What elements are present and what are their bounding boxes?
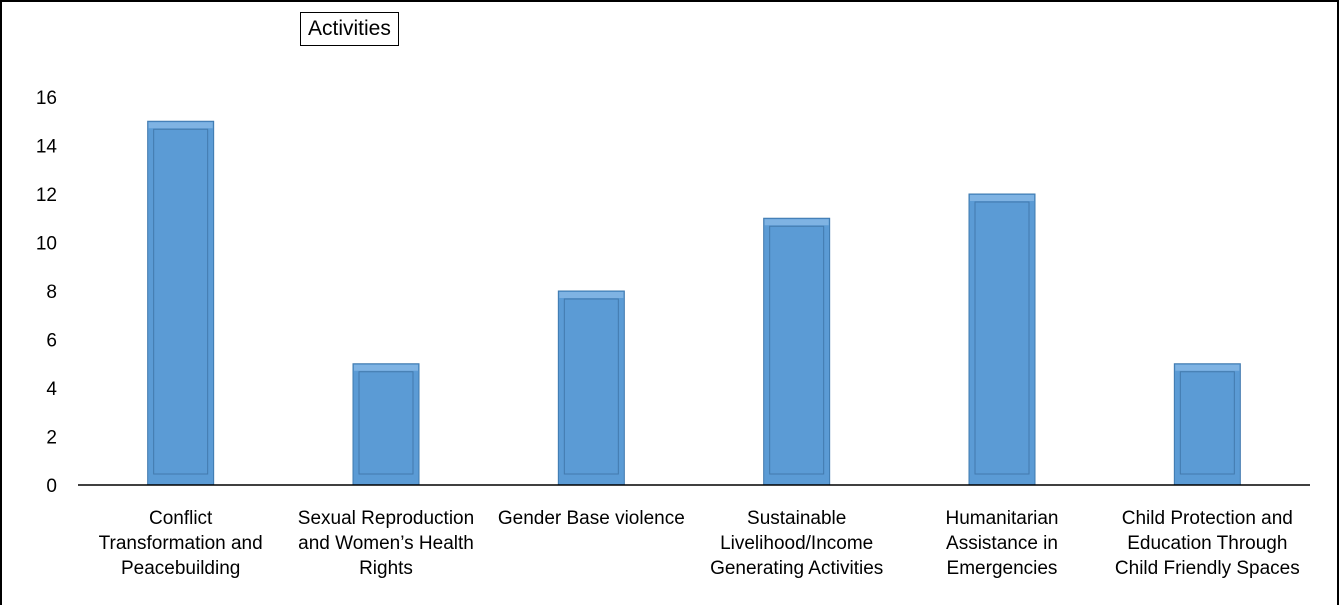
bar-bevel-inner bbox=[974, 201, 1030, 475]
category-label-line: Education Through bbox=[1127, 533, 1287, 554]
y-tick-label: 8 bbox=[46, 282, 57, 303]
category-label: Conflict Transformation and Peacebuilding bbox=[99, 508, 263, 579]
category-label-line: Sustainable bbox=[747, 508, 846, 529]
category-label: Humanitarian Assistance in Emergencies bbox=[946, 508, 1059, 579]
bar-bevel-inner bbox=[358, 371, 414, 475]
bar-bevel-inner bbox=[153, 128, 209, 475]
category-label-line: Livelihood/Income bbox=[720, 533, 873, 554]
y-tick-label: 6 bbox=[46, 331, 57, 352]
bar-body bbox=[147, 120, 215, 486]
y-tick-label: 14 bbox=[36, 137, 58, 158]
bar bbox=[557, 290, 625, 486]
y-tick-label: 10 bbox=[36, 234, 57, 255]
bar bbox=[763, 217, 831, 486]
bar-body bbox=[763, 217, 831, 486]
bar-bevel-top bbox=[354, 364, 418, 371]
category-label-line: and Women’s Health bbox=[298, 533, 474, 554]
y-tick-label: 4 bbox=[46, 379, 57, 400]
category-label-line: Gender Base violence bbox=[498, 508, 685, 529]
bar-bevel-inner bbox=[1179, 371, 1235, 475]
bar bbox=[968, 193, 1036, 486]
y-tick-label: 0 bbox=[46, 476, 57, 497]
bar-bevel-top bbox=[1175, 364, 1240, 371]
category-label-line: Generating Activities bbox=[710, 558, 883, 579]
y-tick-label: 2 bbox=[46, 428, 57, 449]
bar bbox=[147, 120, 215, 486]
bar-bevel-top bbox=[970, 195, 1034, 201]
category-label-line: Child Friendly Spaces bbox=[1115, 558, 1300, 579]
bar bbox=[1173, 363, 1241, 486]
bar-bevel-inner bbox=[563, 298, 619, 475]
bar bbox=[352, 363, 420, 486]
y-tick-label: 12 bbox=[36, 185, 57, 206]
category-label-line: Assistance in bbox=[946, 533, 1058, 554]
category-label-line: Conflict bbox=[149, 508, 213, 529]
bar-body bbox=[1173, 363, 1241, 486]
category-label-line: Child Protection and bbox=[1122, 508, 1293, 529]
bars bbox=[147, 120, 1241, 486]
bar-bevel-top bbox=[764, 219, 829, 226]
bar-bevel-inner bbox=[769, 225, 825, 475]
y-axis: 0 2 4 6 8 10 12 14 16 bbox=[36, 88, 58, 497]
category-labels: Conflict Transformation and Peacebuilding S… bbox=[99, 508, 1300, 579]
bar-body bbox=[557, 290, 625, 486]
category-label: Sustainable Livelihood/Income Generating A… bbox=[710, 508, 883, 579]
chart-title: Activities bbox=[300, 12, 399, 46]
category-label: Sexual Reproduction and Women’s Health Rig… bbox=[298, 508, 474, 579]
category-label-line: Sexual Reproduction bbox=[298, 508, 474, 529]
y-tick-label: 16 bbox=[36, 88, 57, 109]
category-label: Gender Base violence bbox=[498, 508, 685, 529]
bar-body bbox=[352, 363, 420, 486]
category-label-line: Transformation and bbox=[99, 533, 263, 554]
bar-bevel-top bbox=[559, 292, 624, 298]
category-label-line: Emergencies bbox=[947, 558, 1058, 579]
category-label: Child Protection and Education Through Chi… bbox=[1115, 508, 1300, 579]
category-label-line: Rights bbox=[359, 558, 413, 579]
bar-body bbox=[968, 193, 1036, 486]
bar-bevel-top bbox=[148, 122, 213, 129]
category-label-line: Peacebuilding bbox=[121, 558, 240, 579]
category-label-line: Humanitarian bbox=[946, 508, 1059, 529]
